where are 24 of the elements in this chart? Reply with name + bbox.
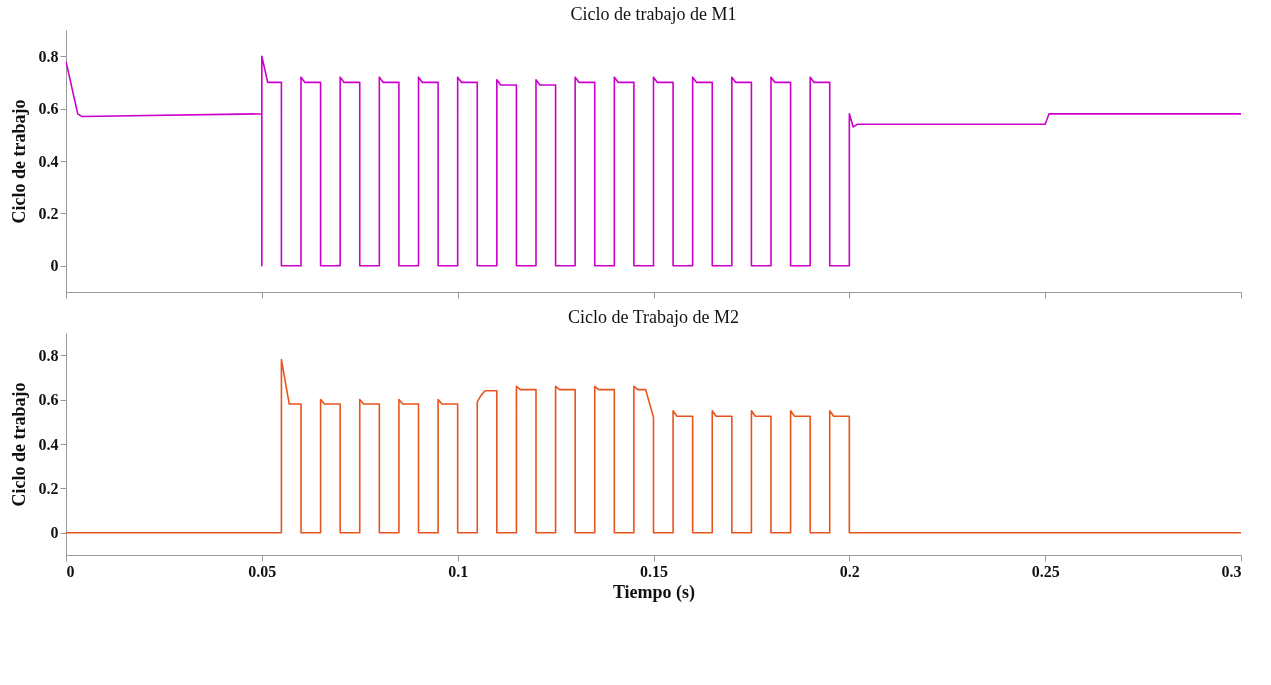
y-tick-label: 0.6 — [38, 391, 59, 409]
y-tick-label: 0.4 — [38, 152, 59, 170]
x-axis-title: Tiempo (s) — [612, 581, 696, 603]
x-tick-label: 0.25 — [1031, 562, 1060, 580]
y-tick-label: 0.8 — [38, 47, 59, 65]
y-tick-label: 0 — [50, 524, 59, 542]
x-tick-label: 0.05 — [248, 562, 277, 580]
x-tick-label: 0 — [66, 562, 75, 580]
y-tick-label: 0.4 — [38, 435, 59, 453]
y-tick-label: 0 — [50, 257, 59, 275]
y-tick-label: 0.2 — [38, 479, 59, 497]
line-series — [66, 358, 1241, 534]
chart-title: Ciclo de Trabajo de M2 — [568, 307, 739, 327]
y-axis-title: Ciclo de trabajo — [8, 99, 29, 224]
chart-title: Ciclo de trabajo de M1 — [570, 4, 737, 24]
y-tick-label: 0.2 — [38, 204, 59, 222]
y-tick-label: 0.8 — [38, 346, 59, 364]
y-axis-title: Ciclo de trabajo — [8, 382, 29, 507]
line-series — [66, 55, 1241, 267]
x-tick-label: 0.1 — [448, 562, 469, 580]
x-tick-label: 0.2 — [839, 562, 860, 580]
x-tick-label: 0.15 — [640, 562, 668, 580]
x-tick-label: 0.3 — [1221, 562, 1242, 580]
y-tick-label: 0.6 — [38, 100, 59, 118]
